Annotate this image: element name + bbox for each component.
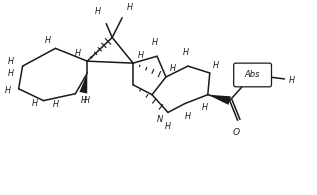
Text: H: H bbox=[74, 49, 80, 58]
Text: H: H bbox=[152, 38, 158, 47]
Text: O: O bbox=[233, 128, 240, 137]
Polygon shape bbox=[208, 95, 231, 105]
Text: H: H bbox=[83, 96, 89, 105]
Text: H: H bbox=[165, 122, 171, 131]
Text: H: H bbox=[185, 113, 191, 121]
Text: Abs: Abs bbox=[245, 70, 260, 80]
Polygon shape bbox=[80, 73, 87, 93]
Text: H: H bbox=[31, 98, 37, 107]
Text: H: H bbox=[170, 64, 176, 73]
Text: H: H bbox=[80, 96, 86, 105]
FancyBboxPatch shape bbox=[234, 63, 271, 87]
Text: H: H bbox=[5, 86, 11, 95]
Text: H: H bbox=[8, 57, 14, 66]
Text: H: H bbox=[183, 48, 189, 57]
Text: H: H bbox=[44, 36, 50, 45]
Text: H: H bbox=[127, 3, 133, 12]
Text: H: H bbox=[213, 61, 219, 70]
Text: H: H bbox=[53, 99, 58, 108]
Text: H: H bbox=[202, 103, 208, 112]
Text: N: N bbox=[157, 115, 163, 124]
Text: H: H bbox=[95, 7, 101, 16]
Text: H: H bbox=[138, 51, 144, 60]
Text: H: H bbox=[288, 76, 294, 85]
Text: H: H bbox=[8, 68, 14, 77]
